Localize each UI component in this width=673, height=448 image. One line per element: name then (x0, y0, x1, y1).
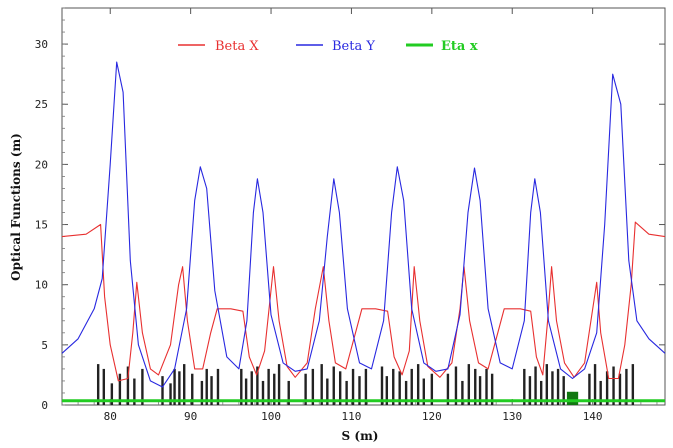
magnet-bar (478, 376, 482, 405)
magnet-bar (161, 376, 164, 405)
magnet-bar (539, 380, 543, 405)
magnet-bar (338, 371, 342, 405)
y-axis-title: Optical Functions (m) (9, 133, 23, 281)
magnet-bar (351, 368, 355, 405)
magnet-bar (528, 376, 532, 405)
magnet-bar (200, 380, 204, 405)
magnet-block (566, 391, 579, 405)
magnet-bar (126, 366, 130, 405)
magnet-bar (416, 364, 420, 405)
magnet-bar (612, 366, 615, 405)
magnet-bar (183, 364, 186, 405)
magnet-bar (141, 368, 144, 405)
x-tick-label: 90 (184, 410, 197, 423)
magnet-bar (392, 368, 395, 405)
magnet-bar (410, 368, 413, 405)
legend-label-eta-x: Eta x (441, 39, 478, 54)
magnet-bar (461, 380, 464, 405)
legend: Beta X Beta Y Eta x (178, 39, 478, 54)
magnet-bar (430, 373, 434, 405)
plot-frame (61, 7, 666, 406)
y-tick-labels: 0 5 10 15 20 25 30 (35, 38, 48, 412)
x-tick-label: 80 (104, 410, 117, 423)
magnet-bar (110, 383, 114, 405)
magnet-bar (320, 364, 323, 405)
magnet-bar (210, 376, 213, 405)
magnet-bar (326, 378, 329, 405)
magnet-bar (485, 368, 488, 405)
magnet-bar (173, 368, 176, 405)
x-tick-label: 100 (261, 410, 281, 423)
magnet-bar (345, 380, 348, 405)
magnet-bar (556, 368, 560, 405)
y-tick-label: 5 (41, 339, 48, 352)
magnet-bar (102, 368, 106, 405)
y-tick-label: 30 (35, 38, 48, 51)
magnet-bar (304, 373, 307, 405)
y-tick-label: 15 (35, 219, 48, 232)
magnet-bar (385, 376, 389, 405)
magnet-bar (551, 371, 554, 405)
magnet-bar (523, 368, 526, 405)
magnet-bar (467, 364, 471, 405)
legend-label-beta-y: Beta Y (332, 39, 375, 54)
x-axis-title: S (m) (342, 429, 379, 443)
magnet-bar (287, 380, 290, 405)
magnet-bar (364, 368, 368, 405)
magnet-bar (474, 368, 477, 405)
magnet-bar (618, 373, 622, 405)
magnet-bar (267, 368, 270, 405)
magnet-bar (588, 373, 591, 405)
magnet-bar (244, 378, 248, 405)
series-lines (61, 61, 666, 403)
magnet-bar (625, 368, 628, 405)
magnet-bar (178, 371, 181, 405)
x-tick-label: 130 (502, 410, 522, 423)
magnet-bar (599, 380, 602, 405)
x-tick-label: 110 (342, 410, 362, 423)
magnet-bar (422, 378, 425, 405)
y-tick-label: 10 (35, 279, 48, 292)
magnet-bar (118, 373, 122, 405)
magnet-bar (96, 364, 100, 405)
magnet-bar (273, 373, 276, 405)
y-tick-label: 20 (35, 158, 48, 171)
magnet-bar (398, 371, 401, 405)
series-line-beta-x (61, 221, 666, 382)
magnet-bar (593, 364, 597, 405)
legend-label-beta-x: Beta X (215, 39, 259, 54)
y-tick-label: 0 (41, 399, 48, 412)
magnet-bar (534, 366, 537, 405)
magnet-bar (562, 376, 565, 405)
magnet-bar (380, 366, 384, 405)
magnet-bar (216, 368, 220, 405)
x-tick-labels: 80 90 100 110 120 130 140 (104, 410, 603, 423)
magnet-bar (605, 371, 609, 405)
magnet-bar (133, 378, 136, 405)
magnet-bar (256, 366, 259, 405)
x-tick-label: 140 (583, 410, 603, 423)
magnet-bar (404, 380, 408, 405)
magnet-bar (631, 364, 635, 405)
magnet-lattice (96, 364, 635, 405)
magnet-bar (545, 364, 549, 405)
magnet-bar (332, 366, 335, 405)
magnet-bar (446, 373, 450, 405)
magnet-bar (261, 380, 265, 405)
y-tick-label: 25 (35, 98, 48, 111)
magnet-bar (191, 373, 194, 405)
magnet-bar (277, 364, 281, 405)
magnet-bar (169, 383, 172, 405)
magnet-bar (454, 366, 458, 405)
x-tick-label: 120 (422, 410, 442, 423)
magnet-bar (250, 371, 253, 405)
magnet-bar (240, 368, 243, 405)
magnet-bar (311, 368, 315, 405)
magnet-bar (205, 368, 208, 405)
series-line-beta-y (61, 61, 666, 388)
magnet-bar (490, 373, 494, 405)
magnet-bar (358, 376, 361, 405)
